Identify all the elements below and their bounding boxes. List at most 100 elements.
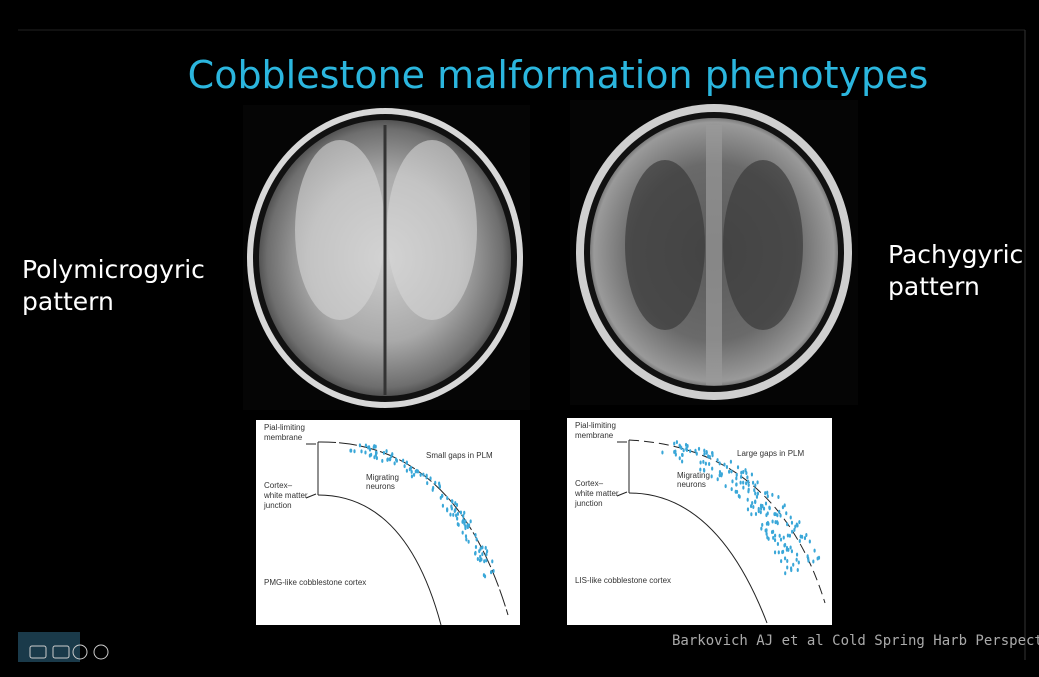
neuron-dot xyxy=(750,512,753,517)
neuron-dot xyxy=(796,523,799,528)
neuron-dot xyxy=(476,557,479,562)
neuron-dot xyxy=(374,452,378,457)
neuron-dot xyxy=(739,480,742,485)
neuron-dot xyxy=(742,480,745,485)
neuron-dot xyxy=(414,469,417,474)
neuron-dot xyxy=(375,456,378,461)
neuron-dot xyxy=(735,472,738,477)
neuron-dot xyxy=(716,477,719,482)
neuron-dot xyxy=(783,543,786,548)
neuron-dot xyxy=(393,461,396,466)
transcript-button[interactable] xyxy=(52,645,70,659)
neuron-dot xyxy=(744,468,747,473)
player-controls xyxy=(18,632,109,662)
neuron-dot xyxy=(776,541,780,546)
neuron-dot xyxy=(446,507,449,512)
neuron-dot xyxy=(699,460,702,465)
neuron-dot xyxy=(456,511,460,516)
membrane-label: membrane xyxy=(575,431,614,440)
neuron-dot xyxy=(469,519,472,524)
neuron-dot xyxy=(478,549,481,554)
mri-left xyxy=(243,105,530,410)
cc-button[interactable] xyxy=(29,645,47,659)
neuron-dot xyxy=(482,573,486,578)
neuron-dot xyxy=(661,450,664,455)
more-button[interactable] xyxy=(72,644,88,660)
neuron-dot xyxy=(681,452,684,457)
neuron-dot xyxy=(795,552,799,557)
neuron-dot xyxy=(454,501,457,506)
neuron-dot xyxy=(674,449,677,454)
neuron-dot xyxy=(462,514,465,519)
next-button[interactable] xyxy=(93,644,109,660)
neuron-dot xyxy=(779,513,782,518)
neuron-dot xyxy=(703,468,706,473)
neuron-dot xyxy=(674,452,677,457)
neuron-dot xyxy=(374,444,377,449)
gaps-label: Small gaps in PLM xyxy=(426,451,493,460)
neuron-dot xyxy=(464,534,468,539)
junction-label: Cortex– xyxy=(264,481,293,490)
neuron-dot xyxy=(735,476,738,481)
neuron-dot xyxy=(486,549,489,554)
neuron-dot xyxy=(755,494,759,499)
neuron-dot xyxy=(771,519,774,524)
neurons-label: neurons xyxy=(677,480,706,489)
neuron-dot xyxy=(731,479,734,484)
neuron-dot xyxy=(785,545,789,550)
neuron-dot xyxy=(474,550,477,555)
neuron-dot xyxy=(694,448,697,453)
neuron-dot xyxy=(760,526,763,531)
neuron-dot xyxy=(793,527,796,532)
neuron-dot xyxy=(770,530,774,535)
neuron-dot xyxy=(412,472,416,477)
neuron-dot xyxy=(754,483,757,488)
neuron-dot xyxy=(723,462,726,467)
neuron-dot xyxy=(777,550,780,555)
neuron-dot xyxy=(754,499,757,504)
neuron-dot xyxy=(785,511,788,516)
neurons-label: Migrating xyxy=(677,471,710,480)
neuron-dot xyxy=(464,519,467,524)
neuron-dot xyxy=(381,458,384,463)
junction-label: junction xyxy=(263,501,292,510)
neuron-dot xyxy=(805,533,808,538)
neuron-dot xyxy=(718,469,722,474)
caption: LIS-like cobblestone cortex xyxy=(575,576,671,585)
membrane-label: Pial-limiting xyxy=(264,423,305,432)
neuron-dot xyxy=(462,518,465,523)
neuron-dot xyxy=(358,443,362,448)
neuron-dot xyxy=(707,454,710,459)
neuron-dot xyxy=(759,503,763,508)
junction-label: Cortex– xyxy=(575,479,604,488)
neuron-dot xyxy=(759,510,762,515)
neuron-dot xyxy=(764,501,768,506)
neuron-dot xyxy=(730,469,733,474)
neuron-dot xyxy=(391,452,394,457)
neuron-dot xyxy=(403,464,406,469)
neuron-dot xyxy=(776,521,779,526)
left-label: Polymicrogyric xyxy=(22,255,205,284)
neuron-dot xyxy=(774,520,777,525)
neuron-dot xyxy=(795,557,798,562)
mri-right xyxy=(570,100,858,405)
neuron-dot xyxy=(762,506,766,511)
neuron-dot xyxy=(410,474,414,479)
neuron-dot xyxy=(725,464,729,469)
neuron-dot xyxy=(466,523,469,528)
neurons-label: neurons xyxy=(366,482,395,491)
neuron-dot xyxy=(780,559,783,564)
neuron-dot xyxy=(699,467,702,472)
neuron-dot xyxy=(786,533,790,538)
neuron-dot xyxy=(368,453,371,458)
gaps-label: Large gaps in PLM xyxy=(737,449,804,458)
pial-membrane xyxy=(628,439,826,604)
neuron-dot xyxy=(751,480,755,485)
neuron-dot xyxy=(746,497,749,502)
white-matter-line xyxy=(628,492,768,624)
neuron-dot xyxy=(697,446,701,451)
neuron-dot xyxy=(747,482,750,487)
caption: PMG-like cobblestone cortex xyxy=(264,578,366,587)
